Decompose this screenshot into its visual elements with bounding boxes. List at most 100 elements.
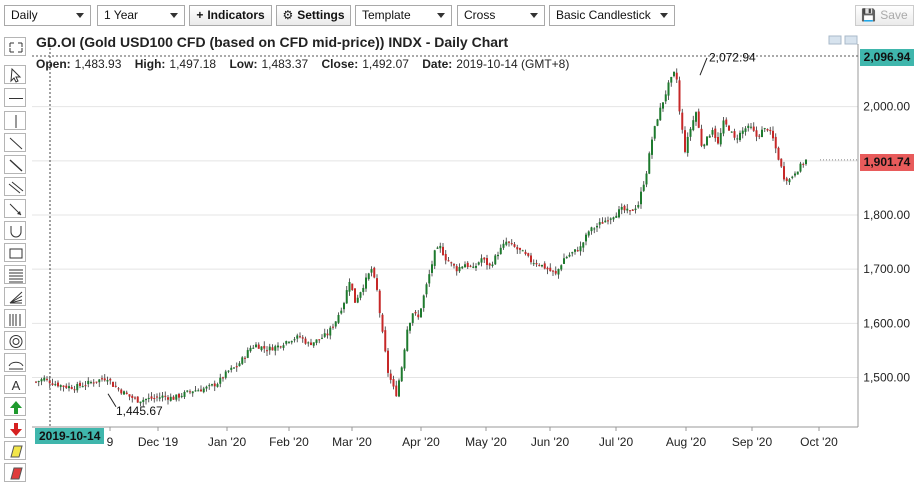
candle-up — [403, 349, 406, 369]
tool-channel[interactable] — [4, 177, 26, 196]
fit-icon — [9, 42, 23, 53]
candle-up — [563, 258, 565, 264]
period-select-label: Daily — [11, 8, 38, 22]
tool-vline[interactable] — [4, 111, 26, 130]
candle-down — [785, 178, 788, 182]
candle-up — [337, 314, 340, 323]
candle-down — [538, 265, 541, 267]
candle-down — [222, 377, 224, 379]
tool-fib-retracement[interactable] — [4, 265, 26, 284]
candle-up — [805, 159, 807, 165]
peak-annotation: 2,072.94 — [709, 50, 756, 64]
candle-down — [189, 391, 191, 393]
x-tick-label: Jul '20 — [599, 435, 634, 449]
settings-button[interactable]: ⚙ Settings — [276, 5, 351, 26]
cursor-select[interactable]: Cross — [457, 5, 545, 26]
template-select[interactable]: Template — [355, 5, 452, 26]
candle-up — [615, 215, 618, 218]
candle-down — [244, 357, 246, 359]
candle-up — [315, 339, 318, 343]
tool-fib-timezones[interactable] — [4, 309, 26, 328]
candle-up — [730, 131, 733, 133]
channel-icon — [8, 181, 24, 194]
candle-up — [268, 346, 271, 351]
candle-up — [406, 329, 409, 351]
period-select[interactable]: Daily — [4, 5, 91, 26]
chart-style-select[interactable]: Basic Candlestick — [549, 5, 675, 26]
candle-up — [290, 341, 293, 343]
tool-trendline[interactable] — [4, 133, 26, 152]
tool-ellipse[interactable] — [4, 353, 26, 372]
tool-down-arrow[interactable] — [4, 419, 26, 438]
candle-up — [411, 313, 414, 323]
candle-down — [150, 396, 153, 399]
candle-up — [692, 120, 695, 131]
close-label: Close: — [321, 57, 359, 71]
candle-up — [596, 225, 598, 228]
candle-up — [651, 139, 653, 155]
candle-down — [631, 209, 634, 211]
tool-fit[interactable] — [4, 37, 26, 56]
candle-up — [90, 382, 92, 384]
ohlc-readout: Open: 1,483.93 High: 1,497.18 Low: 1,483.37… — [36, 57, 579, 71]
candle-up — [139, 401, 142, 404]
candle-up — [202, 388, 205, 393]
chevron-down-icon — [170, 13, 178, 18]
image-icon[interactable] — [828, 34, 858, 46]
candle-down — [530, 255, 532, 263]
candle-up — [741, 130, 744, 134]
candle-down — [733, 131, 736, 138]
candle-up — [560, 265, 563, 270]
candle-up — [285, 341, 288, 344]
tool-text[interactable]: A — [4, 375, 26, 394]
fan-icon — [9, 291, 23, 304]
tool-circles[interactable] — [4, 331, 26, 350]
candle-down — [46, 378, 48, 380]
tool-highlighter[interactable] — [4, 441, 26, 460]
candle-up — [637, 204, 640, 208]
candle-down — [172, 396, 175, 400]
candle-up — [340, 310, 343, 314]
tool-cursor[interactable] — [4, 65, 26, 84]
candle-down — [389, 373, 392, 380]
candle-down — [378, 290, 381, 314]
candle-up — [686, 136, 689, 153]
rectangle-icon — [9, 248, 23, 259]
candle-up — [662, 102, 664, 109]
candle-up — [587, 231, 590, 236]
y-tick-label: 1,500.00 — [863, 371, 910, 385]
candle-up — [400, 367, 403, 382]
tool-hline[interactable] — [4, 88, 26, 107]
candle-up — [640, 191, 642, 205]
tool-arrow-line[interactable] — [4, 199, 26, 218]
candle-up — [706, 136, 708, 146]
tool-up-arrow[interactable] — [4, 397, 26, 416]
fib-timezones-icon — [9, 314, 21, 326]
candle-up — [626, 208, 629, 211]
candle-down — [552, 270, 554, 272]
candle-down — [684, 130, 686, 152]
save-button[interactable]: 💾 Save — [855, 5, 914, 26]
candle-up — [37, 381, 40, 383]
candle-down — [301, 337, 304, 339]
candle-up — [708, 135, 711, 138]
candle-down — [103, 378, 106, 381]
candle-up — [574, 249, 576, 252]
candle-down — [516, 247, 519, 250]
candle-up — [799, 163, 802, 172]
last-price-tag: 1,901.74 — [860, 154, 914, 171]
tool-ray[interactable] — [4, 155, 26, 174]
candle-up — [568, 254, 571, 257]
tool-rectangle[interactable] — [4, 243, 26, 262]
tool-arc[interactable] — [4, 221, 26, 240]
candle-up — [123, 391, 125, 395]
candle-up — [502, 243, 505, 248]
candle-down — [725, 119, 728, 125]
indicators-button[interactable]: + Indicators — [189, 5, 272, 26]
date-value: 2019-10-14 (GMT+8) — [456, 57, 570, 71]
tool-eraser[interactable] — [4, 463, 26, 482]
y-tick-label: 1,700.00 — [863, 262, 910, 276]
tool-fan[interactable] — [4, 287, 26, 306]
svg-text:A: A — [12, 378, 21, 393]
range-select[interactable]: 1 Year — [97, 5, 185, 26]
